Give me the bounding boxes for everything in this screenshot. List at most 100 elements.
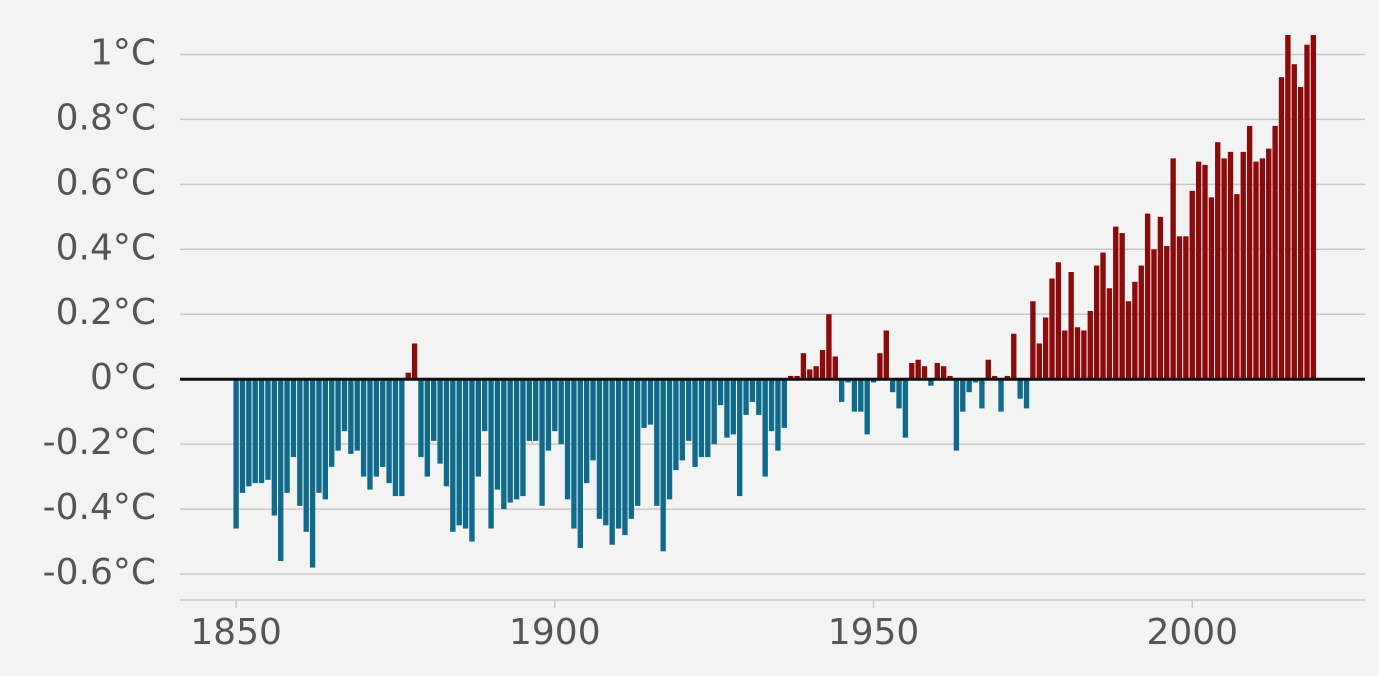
bar (998, 379, 1004, 412)
bar (564, 379, 571, 500)
bar (596, 379, 603, 519)
bar (775, 379, 781, 451)
bar (577, 379, 583, 549)
bar (883, 330, 889, 380)
bar (552, 379, 558, 432)
bar (749, 379, 756, 402)
bar (309, 379, 316, 568)
bar (1068, 272, 1074, 380)
bar (1132, 281, 1138, 380)
bar (1074, 327, 1081, 380)
bar (921, 366, 928, 380)
bar (341, 379, 348, 432)
bar (360, 379, 367, 477)
bar (1272, 125, 1278, 380)
bar (526, 379, 532, 441)
bar (692, 379, 698, 467)
bar (1189, 190, 1195, 380)
bar (603, 379, 609, 526)
bar (278, 379, 284, 562)
bar (1183, 236, 1189, 380)
bar (316, 379, 322, 493)
bar (1304, 44, 1310, 380)
bar (960, 379, 966, 412)
bar (1176, 236, 1183, 380)
bar (246, 379, 252, 487)
bar (252, 379, 258, 484)
bar (258, 379, 265, 484)
y-tick-label: -0.2°C (43, 422, 156, 463)
bar (584, 379, 590, 484)
bar (1049, 278, 1055, 380)
bar (1234, 194, 1240, 380)
bar (673, 379, 679, 471)
bar (940, 366, 947, 380)
bar (724, 379, 730, 438)
bar (787, 375, 794, 380)
bar (399, 379, 405, 497)
bar (953, 379, 960, 451)
bar (985, 359, 991, 380)
bar (934, 362, 940, 380)
bar (1202, 164, 1208, 380)
bar (1151, 249, 1157, 380)
bar (762, 379, 768, 477)
bar (800, 353, 807, 380)
bar (851, 379, 858, 412)
bar (1017, 379, 1023, 399)
bar (991, 375, 998, 380)
bar (437, 379, 443, 464)
bar (322, 379, 329, 500)
bar (1030, 301, 1036, 380)
x-tick-label: 1850 (190, 612, 282, 653)
bar (756, 379, 762, 415)
bar (858, 379, 864, 412)
bar (424, 379, 431, 477)
bar (1042, 317, 1049, 380)
bar (367, 379, 373, 490)
bar (290, 379, 297, 458)
bar (418, 379, 424, 458)
bar (539, 379, 545, 506)
bar (450, 379, 456, 532)
bar (979, 379, 985, 409)
bar (1157, 216, 1164, 380)
bar (1011, 333, 1017, 380)
bar (335, 379, 341, 451)
bar (1036, 343, 1042, 380)
bar (265, 379, 271, 480)
bar (838, 379, 845, 402)
bar (654, 379, 660, 506)
bar (832, 356, 838, 380)
bar (1227, 151, 1234, 380)
bar (284, 379, 290, 493)
bar (1266, 148, 1272, 380)
bar (1055, 262, 1062, 380)
bar (233, 379, 239, 529)
bar (615, 379, 622, 529)
bar (896, 379, 902, 409)
bar (928, 379, 934, 386)
bar (845, 379, 851, 383)
bar (622, 379, 628, 536)
bar (781, 379, 787, 428)
bar (239, 379, 246, 493)
bar (545, 379, 552, 451)
bar (1195, 161, 1202, 380)
bar (1125, 301, 1132, 380)
bar (462, 379, 469, 529)
y-tick-label: 1°C (90, 32, 156, 73)
y-tick-label: 0.6°C (56, 162, 156, 203)
bar (794, 375, 800, 380)
bar (915, 359, 921, 380)
y-tick-label: 0.4°C (56, 227, 156, 268)
bar (1221, 158, 1227, 380)
bar (641, 379, 647, 428)
bar (443, 379, 450, 487)
bar (647, 379, 654, 425)
bar (609, 379, 615, 545)
bar (386, 379, 392, 484)
x-tick-label: 2000 (1146, 612, 1238, 653)
bar (679, 379, 685, 461)
